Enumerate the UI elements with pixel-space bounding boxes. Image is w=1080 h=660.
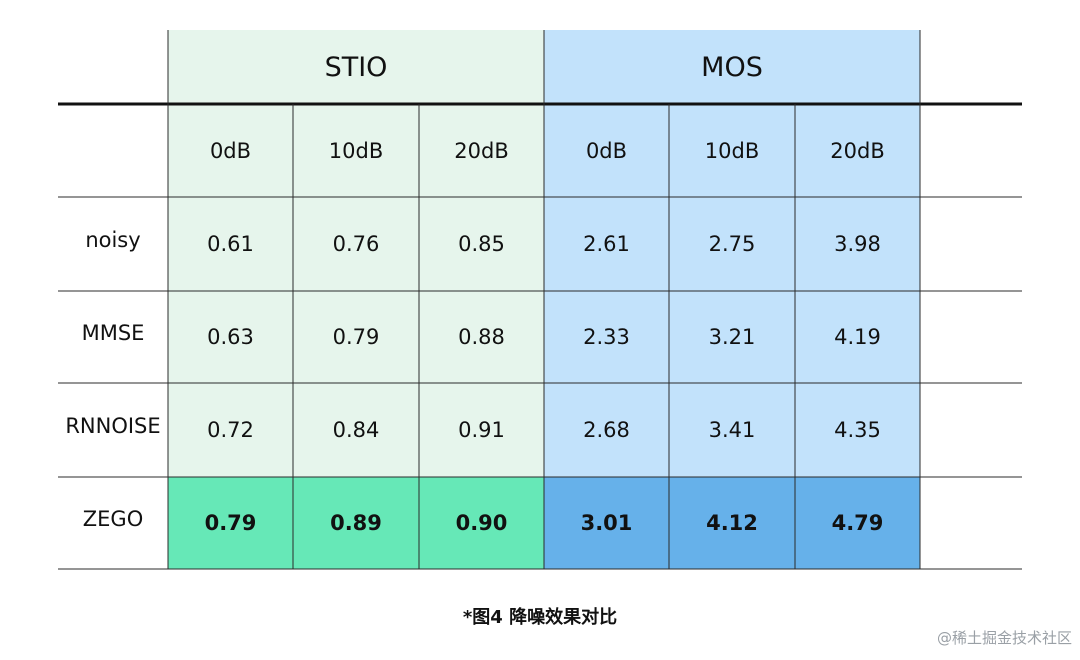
table-cell: 0.91: [458, 418, 505, 442]
watermark: @稀土掘金技术社区: [936, 629, 1072, 647]
row-label-zego: ZEGO: [82, 507, 144, 531]
column-header: 0dB: [585, 138, 628, 163]
table-cell: 0.88: [458, 325, 505, 349]
column-header: 0dB: [209, 138, 252, 163]
column-header: 20dB: [454, 138, 509, 163]
mos-highlight-background: [544, 477, 920, 569]
grid-lines: [58, 30, 1022, 570]
table-cell: 0.84: [332, 418, 380, 442]
table-cell: 3.01: [580, 511, 633, 535]
table-cell: 0.79: [204, 511, 257, 535]
column-header: 10dB: [704, 138, 760, 163]
table-cell: 0.63: [207, 325, 254, 349]
table-cell: 0.79: [332, 325, 380, 349]
table-cell: 0.89: [330, 511, 382, 535]
row-label-rnnoise: RNNOISE: [65, 414, 161, 438]
table-cell: 4.35: [834, 418, 881, 442]
table-cell: 3.41: [708, 418, 756, 442]
table-cell: 0.61: [207, 232, 254, 256]
column-header: 10dB: [328, 138, 384, 163]
group-header-mos: MOS: [701, 51, 763, 83]
table-cell: 0.76: [332, 232, 380, 256]
table-cell: 4.19: [834, 325, 881, 349]
table-cell: 0.90: [455, 511, 508, 535]
table-cell: 2.33: [583, 325, 630, 349]
column-header: 20dB: [830, 138, 885, 163]
table-cell: 3.21: [708, 325, 756, 349]
table-cell: 0.85: [458, 232, 505, 256]
results-table: STIO MOS 0dB 10dB 20dB 0dB 10dB 20dB noisy 0.61 0.…: [58, 30, 1022, 570]
table-cell: 4.79: [831, 511, 884, 535]
stio-highlight-background: [168, 477, 544, 569]
figure-caption: *图4 降噪效果对比: [462, 607, 618, 628]
table-cell: 2.75: [708, 232, 756, 256]
table-cell: 3.98: [834, 232, 881, 256]
table-cell: 2.68: [583, 418, 630, 442]
table-cell: 4.12: [706, 511, 758, 535]
row-label-mmse: MMSE: [81, 321, 145, 345]
group-header-stio: STIO: [324, 51, 388, 83]
table-cell: 2.61: [583, 232, 630, 256]
table-cell: 0.72: [207, 418, 254, 442]
row-label-noisy: noisy: [85, 228, 141, 252]
